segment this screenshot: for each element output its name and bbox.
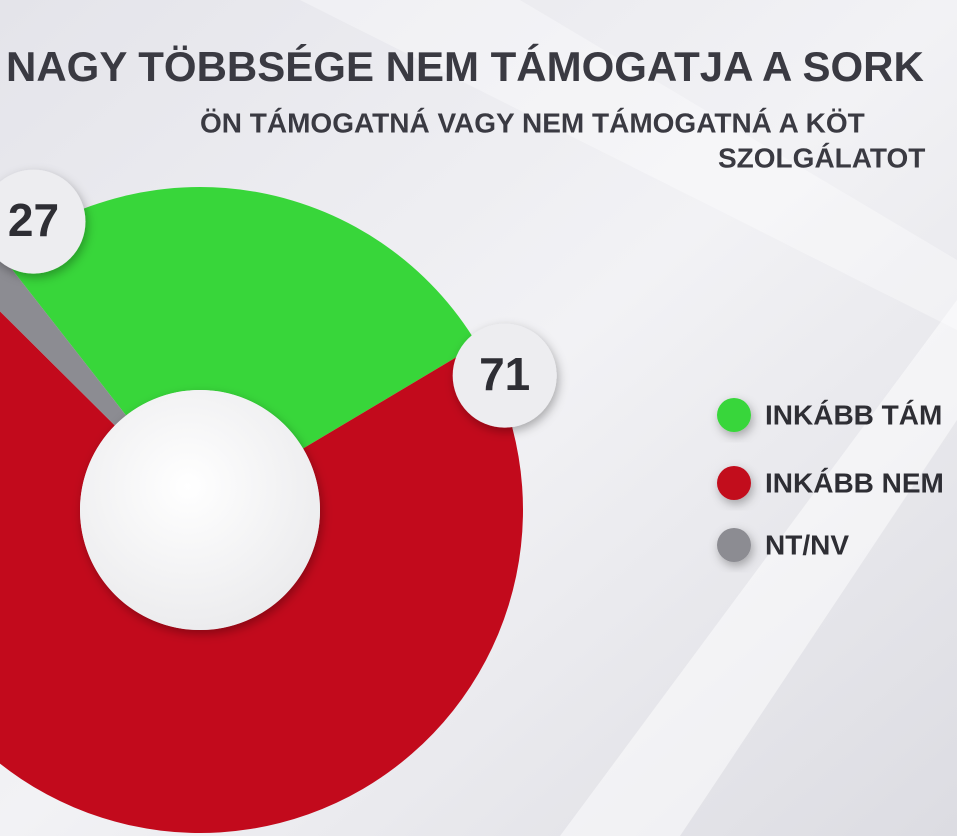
background-streak [560,300,957,836]
value-label-bubble [452,323,557,428]
donut-segment [0,255,127,426]
donut-hole [80,390,320,630]
legend: INKÁBB TÁM INKÁBB NEM NT/NV [717,398,944,562]
donut-segment [0,311,523,833]
donut: 27 71 [0,169,557,833]
value-label: 27 [8,194,59,246]
legend-label: INKÁBB TÁM [765,399,942,430]
legend-marker [717,528,751,562]
chart-title: NAGY TÖBBSÉGE NEM TÁMOGATJA A SORK [6,43,924,90]
legend-marker [717,398,751,432]
legend-marker [717,466,751,500]
background-streak [300,0,957,330]
value-label: 71 [479,348,530,400]
value-label-bubble [0,169,86,274]
donut-segment [1,187,478,449]
chart-subtitle: ÖN TÁMOGATNÁ VAGY NEM TÁMOGATNÁ A KÖT [200,107,865,138]
legend-label: INKÁBB NEM [765,467,944,498]
legend-label: NT/NV [765,529,849,560]
chart-subtitle: SZOLGÁLATOT [718,142,925,173]
